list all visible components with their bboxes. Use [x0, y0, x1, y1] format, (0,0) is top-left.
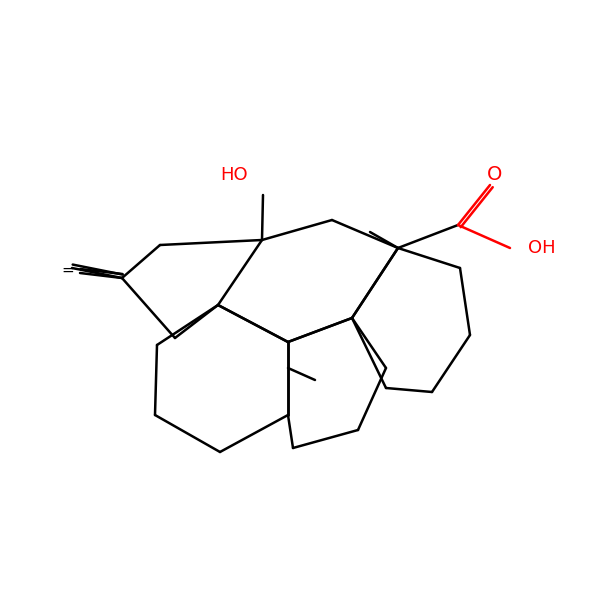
Text: OH: OH [528, 239, 556, 257]
Text: HO: HO [220, 166, 248, 184]
Text: =: = [62, 263, 74, 277]
Text: O: O [487, 166, 503, 185]
